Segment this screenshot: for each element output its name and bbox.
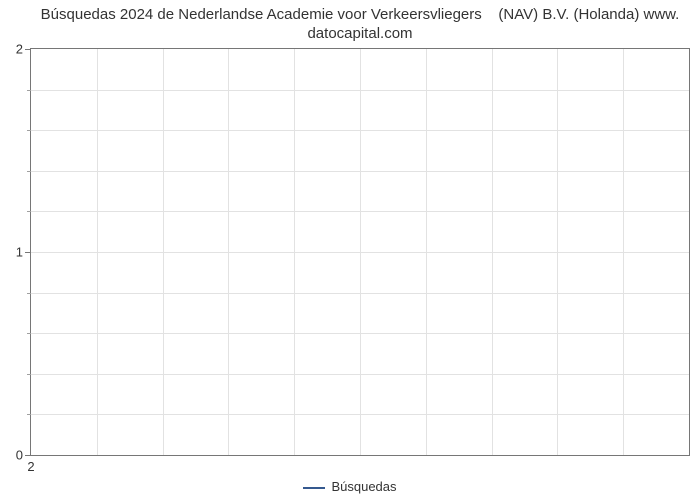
- grid-hline: [31, 90, 689, 91]
- y-minor-tick: [27, 374, 31, 375]
- y-minor-tick: [27, 293, 31, 294]
- y-minor-tick: [27, 414, 31, 415]
- grid-hline: [31, 211, 689, 212]
- y-minor-tick: [27, 171, 31, 172]
- y-minor-tick: [27, 90, 31, 91]
- y-minor-tick: [27, 211, 31, 212]
- x-tick-label: 2: [27, 455, 34, 474]
- chart-title: Búsquedas 2024 de Nederlandse Academie v…: [30, 6, 690, 44]
- grid-hline: [31, 374, 689, 375]
- y-tick-label: 2: [16, 42, 31, 57]
- chart-title-line1: Búsquedas 2024 de Nederlandse Academie v…: [41, 6, 680, 23]
- grid-hline: [31, 414, 689, 415]
- plot-area: 0122: [30, 48, 690, 456]
- y-minor-tick: [27, 130, 31, 131]
- grid-hline: [31, 171, 689, 172]
- y-minor-tick: [27, 333, 31, 334]
- chart-container: Búsquedas 2024 de Nederlandse Academie v…: [0, 0, 700, 500]
- grid-hline: [31, 130, 689, 131]
- legend-label: Búsquedas: [331, 479, 396, 494]
- grid-hline: [31, 293, 689, 294]
- grid-hline: [31, 252, 689, 253]
- chart-title-line2: datocapital.com: [307, 25, 412, 42]
- legend: Búsquedas: [0, 479, 700, 494]
- legend-line: [303, 487, 325, 489]
- y-tick-label: 1: [16, 245, 31, 260]
- grid-hline: [31, 333, 689, 334]
